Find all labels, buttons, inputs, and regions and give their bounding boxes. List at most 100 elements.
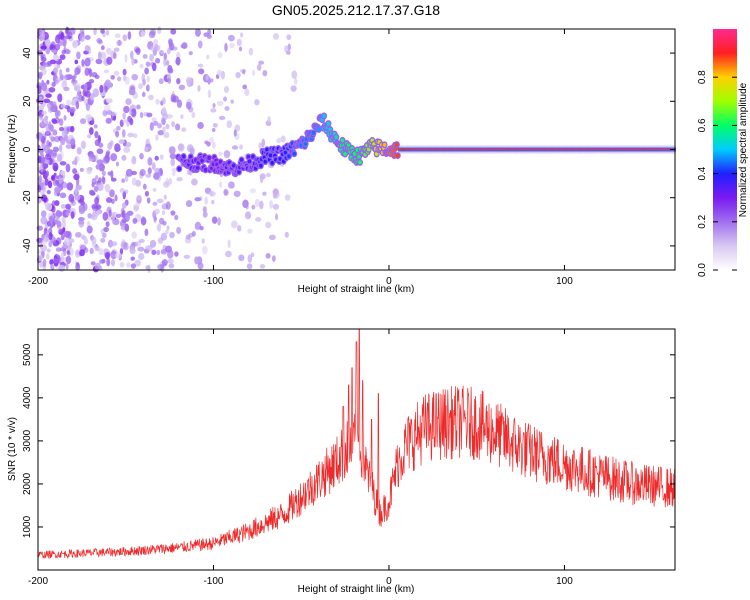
spectrogram-ridge-core [666,148,669,151]
spectrogram-cell [39,157,47,164]
spectrogram-cell [145,245,152,250]
spectrogram-cell [95,210,102,215]
spectrogram-cell [274,190,280,199]
spectrogram-cell [144,228,149,237]
spectrogram-cell [86,225,93,234]
spectrogram-cell [70,197,74,204]
spectrogram-cell [94,139,100,147]
spectrogram-cell [85,114,93,122]
spectrogram-ridge-core [494,148,497,151]
spectrogram-ridge-core [564,148,567,151]
spectrogram-ridge-core [523,148,525,151]
spectrogram-cell [98,163,105,172]
spectrogram-ridge-core [542,148,544,151]
spectrogram-cell [78,220,85,228]
spectrogram-cell [224,105,230,112]
spectrogram-ridge-core [549,148,551,151]
spectrogram-ridge-core [431,148,433,151]
spectrogram-ridge-core [606,148,609,151]
spectrogram-ridge-core [535,148,538,151]
spectrogram-ridge-core [579,148,582,151]
spectrogram-ridge-core [657,148,660,151]
spectrogram-cell [61,244,69,249]
spectrogram-y-ticks: -40 -20 0 20 40 [22,47,675,253]
spectrogram-cell [113,47,120,52]
spectrogram-cell [155,57,161,64]
spectrogram-ridge-core [522,148,525,151]
spectrogram-ridge-core [457,148,460,151]
spectrogram-cell [70,125,75,133]
spectrogram-cell [44,153,52,160]
spectrogram-ridge-core [426,148,428,151]
spectrogram-ridge-core [542,148,545,151]
spectrogram-cell [97,51,102,60]
spectrogram-ridge-core [529,148,532,151]
spectrogram-ridge-core [512,148,514,151]
spectrogram-cell [161,118,166,126]
spectrogram-cell [150,45,155,52]
spectrogram-ridge-core [557,148,560,151]
spectrogram-cell [53,172,57,177]
spectrogram-cell [169,231,175,239]
spectrogram-cell [48,240,53,248]
spectrogram-ridge-core [452,148,454,151]
spectrogram-cell [98,142,104,148]
spectrogram-cell [146,112,153,118]
colorbar-tick-label: 0.4 [697,166,708,180]
spectrogram-cell [227,34,235,42]
spectrogram-ridge-core [545,148,547,151]
spectrogram-cell [167,77,172,84]
spectrogram-ridge-core [581,148,583,151]
spectrogram-cell [146,75,150,83]
spectrogram-cell [54,179,59,185]
spectrogram-ridge-core [519,148,521,151]
spectrogram-cell [136,104,141,110]
spectrogram-ridge-core [482,148,484,151]
spectrogram-cell [114,33,121,39]
spectrogram-cell [74,156,78,166]
spectrogram-ridge-core [444,148,447,151]
spectrogram-cell [280,135,286,143]
spectrogram-ridge-core [237,169,241,174]
spectrogram-cell [153,121,159,127]
spectrogram-cell [157,264,164,270]
spectrogram-cell [138,83,144,90]
spectrogram-x-ticks: -200 -100 0 100 [28,29,573,287]
spectrogram-ridge-core [659,148,661,151]
spectrogram-cell [202,245,208,255]
spectrogram-cell [78,207,86,215]
spectrogram-ridge-core [427,148,429,151]
spectrogram-cell [40,54,44,60]
spectrogram-cell [90,119,95,125]
spectrogram-ridge-core [577,148,579,151]
spectrogram-ridge-core [567,148,569,151]
spectrogram-ridge-core [497,148,499,151]
spectrogram-ridge-core [648,148,650,151]
spectrogram-cell [56,63,61,69]
spectrogram-ridge-core [650,148,653,151]
spectrogram-cell [127,31,132,40]
spectrogram-cell [227,181,235,189]
spectrogram-ridge-core [586,148,589,151]
spectrogram-cell [174,123,181,131]
spectrogram-ridge-core [239,157,244,162]
spectrogram-cell [244,88,250,96]
spectrogram-ridge-core [415,148,418,151]
spectrogram-cell [147,157,153,166]
spectrogram-cell [202,211,208,218]
spectrogram-cell [116,125,121,131]
spectrogram-cell [170,28,177,35]
spectrogram-cell [100,45,105,51]
spectrogram-cell [125,98,132,105]
spectrogram-cell [134,259,141,267]
spectrogram-cell [272,33,280,40]
spectrogram-cell [185,101,192,110]
spectrogram-cell [74,194,81,201]
spectrogram-ridge-core [668,148,670,151]
spectrogram-ridge-core [552,148,554,151]
spectrogram-cell [59,161,67,166]
spectrogram-cell [75,100,80,110]
spectrogram-ridge-core [231,163,236,168]
spectrogram-ridge-core [585,148,588,151]
